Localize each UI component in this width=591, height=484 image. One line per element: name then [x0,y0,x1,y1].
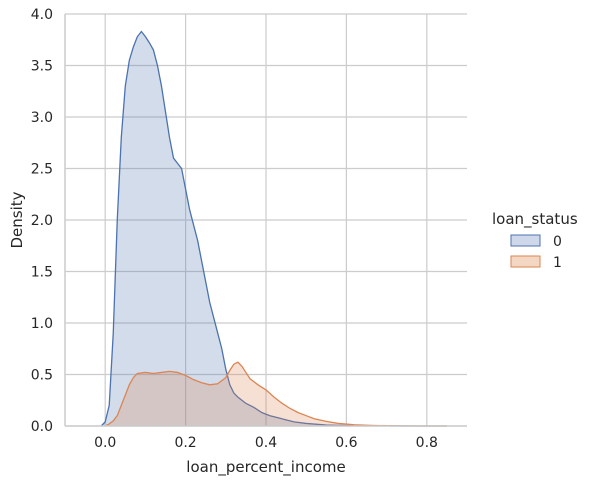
x-axis-title: loan_percent_income [186,458,345,477]
y-tick-label: 2.5 [31,162,53,178]
legend-swatch-1 [510,255,541,268]
density-line-0 [100,30,447,427]
y-tick-label: 3.0 [31,110,53,126]
legend: loan_status 0 1 [492,210,578,271]
density-area-0 [101,31,447,426]
y-tick-label: 1.0 [31,316,53,332]
legend-title: loan_status [492,210,578,229]
legend-label-1: 1 [553,255,562,271]
density-areas [100,30,447,427]
legend-label-0: 0 [553,234,562,250]
x-tick-label: 0.2 [174,435,196,451]
y-tick-label: 0.0 [31,419,53,435]
y-axis-ticks: 0.0 0.5 1.0 1.5 2.0 2.5 3.0 3.5 4.0 [31,7,53,435]
axis-spines [64,14,467,427]
y-tick-label: 2.0 [31,213,53,229]
y-tick-label: 1.5 [31,265,53,281]
y-tick-label: 4.0 [31,7,53,23]
x-axis-ticks: 0.0 0.2 0.4 0.6 0.8 [94,435,438,451]
y-tick-label: 0.5 [31,368,53,384]
x-tick-label: 0.8 [416,435,438,451]
y-tick-label: 3.5 [31,59,53,75]
density-line-1 [104,361,447,427]
y-axis-title: Density [8,191,26,248]
legend-swatch-0 [510,234,541,247]
x-tick-label: 0.4 [255,435,277,451]
x-tick-label: 0.0 [94,435,116,451]
x-tick-label: 0.6 [335,435,357,451]
